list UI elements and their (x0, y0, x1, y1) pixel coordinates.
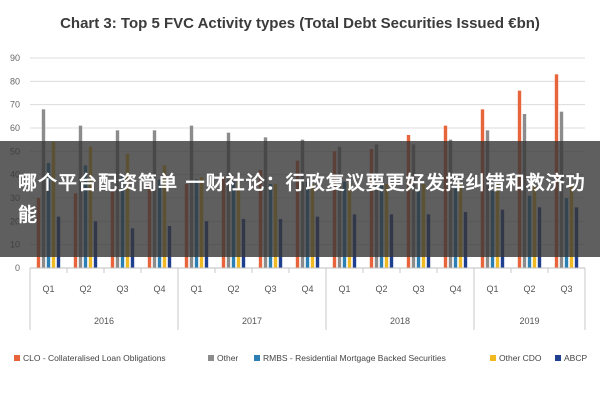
x-tick-label: Q2 (227, 284, 239, 294)
legend-label: ABCP (564, 353, 587, 363)
chart-title: Chart 3: Top 5 FVC Activity types (Total… (60, 15, 540, 32)
x-tick-label: Q3 (560, 284, 572, 294)
y-tick-label: 90 (10, 53, 20, 63)
x-tick-label: Q1 (486, 284, 498, 294)
x-tick-label: Q3 (116, 284, 128, 294)
x-tick-label: Q1 (190, 284, 202, 294)
x-tick-label: Q1 (338, 284, 350, 294)
y-tick-label: 0 (15, 263, 20, 273)
year-label: 2018 (390, 316, 410, 326)
year-label: 2016 (94, 316, 114, 326)
year-label: 2019 (519, 316, 539, 326)
legend-label: CLO - Collateralised Loan Obligations (23, 353, 166, 363)
legend-label: RMBS - Residential Mortgage Backed Secur… (263, 353, 446, 363)
legend-swatch (555, 355, 561, 361)
y-tick-label: 60 (10, 123, 20, 133)
x-tick-label: Q3 (264, 284, 276, 294)
legend-label: Other (217, 353, 238, 363)
x-tick-label: Q1 (42, 284, 54, 294)
x-tick-label: Q2 (375, 284, 387, 294)
x-tick-label: Q2 (523, 284, 535, 294)
legend-label: Other CDO (499, 353, 542, 363)
legend-swatch (490, 355, 496, 361)
legend: CLO - Collateralised Loan Obligations Oth… (14, 353, 587, 363)
x-axis: Q1 Q2 Q3 Q4 Q1 Q2 Q3 Q4 Q1 Q2 Q3 Q4 Q1 Q2 Q3 2016 2017 20… (29, 267, 586, 330)
overlay-text: 哪个平台配资简单 一财社论：行政复议要更好发挥纠错和救济功能 (18, 172, 586, 226)
x-tick-label: Q4 (153, 284, 165, 294)
year-label: 2017 (242, 316, 262, 326)
y-tick-label: 80 (10, 76, 20, 86)
legend-swatch (254, 355, 260, 361)
legend-swatch (14, 355, 20, 361)
legend-swatch (208, 355, 214, 361)
x-tick-label: Q4 (301, 284, 313, 294)
y-tick-label: 70 (10, 100, 20, 110)
overlay-banner: 哪个平台配资简单 一财社论：行政复议要更好发挥纠错和救济功能 (0, 141, 600, 257)
x-tick-label: Q3 (412, 284, 424, 294)
x-tick-label: Q2 (79, 284, 91, 294)
x-tick-label: Q4 (449, 284, 461, 294)
